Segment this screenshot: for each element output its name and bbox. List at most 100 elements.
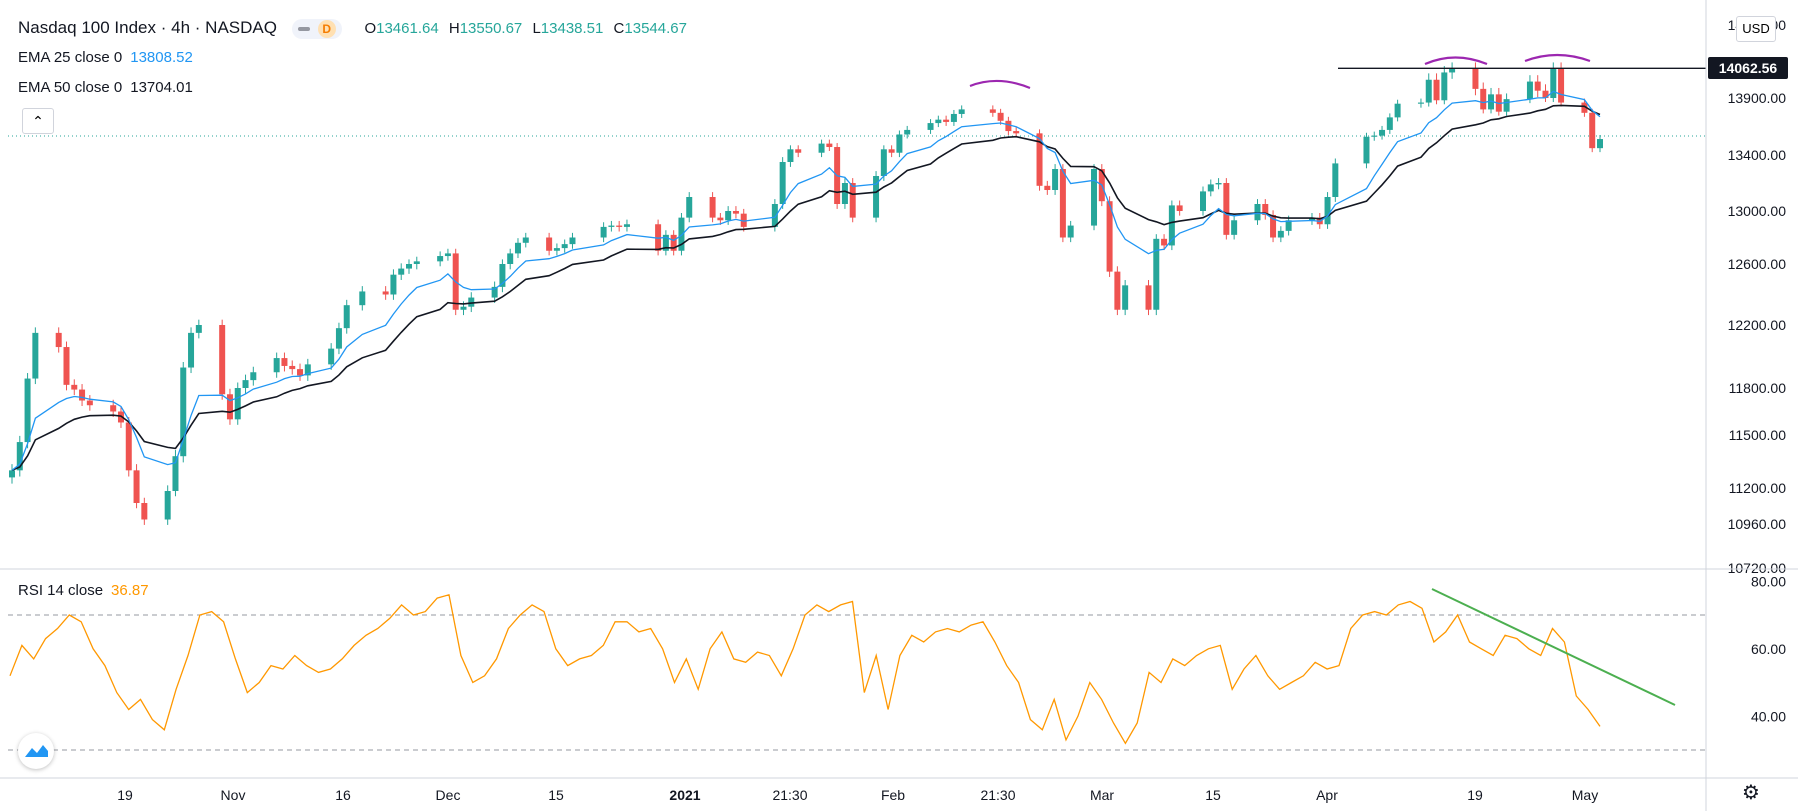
settings-gear-icon[interactable]: ⚙ <box>1742 782 1760 804</box>
candle-body <box>390 274 397 295</box>
delayed-badge: D <box>317 19 336 38</box>
rsi-tick-label: 60.00 <box>1751 641 1786 657</box>
currency-button[interactable]: USD <box>1736 16 1776 42</box>
candle-body <box>740 213 747 227</box>
candle-body <box>1044 185 1051 190</box>
candle-body <box>172 456 179 491</box>
candle-body <box>795 149 802 153</box>
rsi-pane: 40.00 60.00 80.00 <box>8 573 1786 751</box>
candle-body <box>86 400 93 406</box>
candle-body <box>1394 103 1401 118</box>
price-tick-label: 13900.00 <box>1728 90 1787 106</box>
candle-body <box>1145 285 1152 310</box>
ema25-value: 13808.52 <box>130 49 193 66</box>
candle-body <box>1161 238 1168 246</box>
close-value: 13544.67 <box>624 20 687 37</box>
symbol-name[interactable]: Nasdaq 100 Index <box>18 18 156 37</box>
candle-body <box>826 143 833 148</box>
candle-body <box>1526 81 1533 100</box>
tradingview-logo[interactable] <box>18 733 54 769</box>
candle-body <box>841 183 848 204</box>
candle-body <box>927 123 934 130</box>
rsi-tick-label: 40.00 <box>1751 708 1786 724</box>
candle-body <box>1379 129 1386 136</box>
candle-body <box>1262 204 1269 215</box>
ema50-value: 13704.01 <box>130 79 193 96</box>
ema25-legend[interactable]: EMA 25 close 0 13808.52 <box>18 49 193 66</box>
price-tick-label: 13400.00 <box>1728 147 1787 163</box>
price-axis: 10720.00 10960.00 11200.00 11500.00 11800.00… <box>1728 17 1787 576</box>
candle-body <box>273 358 280 373</box>
candle-body <box>709 197 716 218</box>
low-label: L <box>532 20 541 37</box>
candle-body <box>849 183 856 218</box>
candle-body <box>1480 88 1487 110</box>
price-tick-label: 11200.00 <box>1729 480 1787 496</box>
candle-body <box>413 261 420 264</box>
candle-body <box>569 237 576 245</box>
interval[interactable]: 4h <box>171 18 191 37</box>
candle-body <box>1106 201 1113 272</box>
rsi-trendline[interactable] <box>1431 588 1676 706</box>
candle-body <box>491 286 498 298</box>
candle-body <box>888 149 895 153</box>
candle-body <box>1153 238 1160 310</box>
price-tick-label: 11800.00 <box>1729 380 1787 396</box>
time-tick-label: 15 <box>1205 787 1221 803</box>
candle-body <box>1122 285 1129 310</box>
candle-body <box>1285 220 1292 231</box>
open-value: 13461.64 <box>376 20 439 37</box>
price-tick-label: 13000.00 <box>1728 203 1787 219</box>
candlestick-series <box>9 62 1603 525</box>
candle-body <box>997 112 1004 121</box>
time-tick-label: 21:30 <box>772 787 807 803</box>
candle-body <box>1176 205 1183 211</box>
candle-body <box>1472 68 1479 89</box>
candle-body <box>304 364 311 376</box>
rsi-legend[interactable]: RSI 14 close 36.87 <box>18 582 149 599</box>
chart-header: Nasdaq 100 Index · 4h · NASDAQ D O13461.… <box>18 18 693 39</box>
high-value: 13550.67 <box>459 20 523 37</box>
candle-body <box>1200 191 1206 211</box>
candle-body <box>406 264 412 269</box>
candle-body <box>779 162 786 204</box>
time-tick-label: Feb <box>881 787 905 803</box>
tradingview-logo-icon <box>25 745 48 757</box>
candle-body <box>1114 271 1121 310</box>
candle-body <box>1386 117 1393 130</box>
currency-label: USD <box>1742 21 1770 36</box>
candle-body <box>110 405 117 412</box>
ema50-legend[interactable]: EMA 50 close 0 13704.01 <box>18 79 193 96</box>
price-tick-label: 10960.00 <box>1728 516 1787 532</box>
separator: · <box>194 18 206 37</box>
ohlc-values: O13461.64 H13550.67 L13438.51 C13544.67 <box>364 20 693 37</box>
candle-body <box>880 149 887 176</box>
top-arc-2 <box>1424 56 1488 66</box>
open-label: O <box>364 20 377 37</box>
candle-body <box>242 380 249 388</box>
double-top-arcs <box>969 53 1591 90</box>
candle-body <box>16 442 23 471</box>
collapse-legend-button[interactable]: ⌃ <box>22 108 54 134</box>
candle-body <box>553 248 560 251</box>
candle-body <box>1324 197 1331 225</box>
candle-body <box>655 224 662 251</box>
status-badge[interactable]: D <box>291 18 342 39</box>
price-tick-label: 10720.00 <box>1728 560 1787 576</box>
candle-body <box>335 328 342 349</box>
candle-body <box>616 225 623 227</box>
ema50-label: EMA 50 close 0 <box>18 79 123 96</box>
candle-body <box>1371 135 1378 137</box>
ema25-label: EMA 25 close 0 <box>18 49 123 66</box>
candle-body <box>600 226 607 238</box>
candle-body <box>950 113 957 122</box>
candle-body <box>24 378 31 443</box>
candle-body <box>608 225 615 227</box>
candle-body <box>522 237 529 243</box>
candle-body <box>670 234 677 251</box>
candle-body <box>818 143 825 153</box>
time-tick-label: 19 <box>1467 787 1483 803</box>
candle-body <box>289 365 296 370</box>
candle-body <box>1332 163 1339 197</box>
